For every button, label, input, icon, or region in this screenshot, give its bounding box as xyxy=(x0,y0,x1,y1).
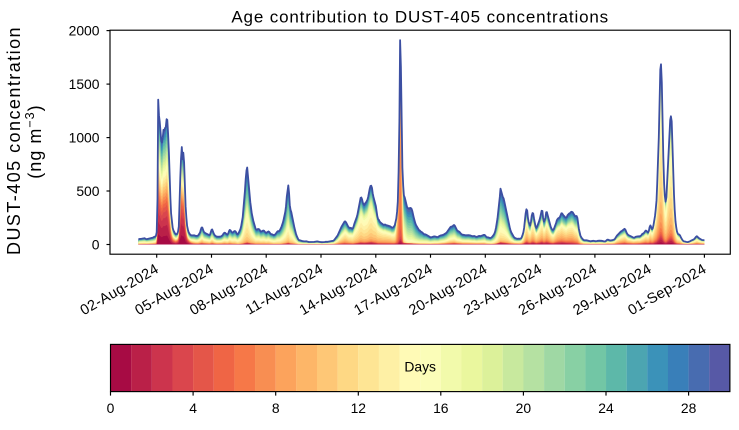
svg-text:500: 500 xyxy=(76,183,99,199)
svg-text:28: 28 xyxy=(681,400,697,416)
svg-text:20: 20 xyxy=(516,400,532,416)
svg-text:12: 12 xyxy=(351,400,367,416)
svg-text:1000: 1000 xyxy=(69,130,100,146)
svg-text:Days: Days xyxy=(404,359,436,375)
svg-text:DUST-405 concentration: DUST-405 concentration xyxy=(4,26,24,255)
svg-text:4: 4 xyxy=(189,400,197,416)
svg-text:16: 16 xyxy=(433,400,449,416)
svg-text:1500: 1500 xyxy=(69,76,100,92)
svg-text:24: 24 xyxy=(598,400,614,416)
svg-text:8: 8 xyxy=(272,400,280,416)
svg-text:0: 0 xyxy=(107,400,115,416)
svg-text:Age contribution to DUST-405 c: Age contribution to DUST-405 concentrati… xyxy=(231,8,609,27)
svg-text:0: 0 xyxy=(92,237,100,253)
svg-text:2000: 2000 xyxy=(69,23,100,39)
